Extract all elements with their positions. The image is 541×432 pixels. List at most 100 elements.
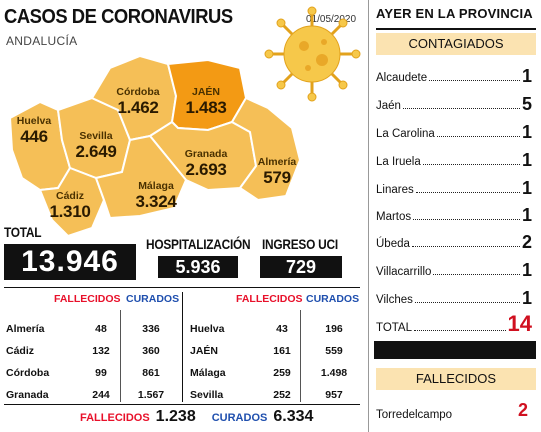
table-row: Málaga 259 1.498 [190, 362, 360, 384]
prov-name-malaga: Málaga [138, 180, 174, 192]
table-row: JAÉN 161 559 [190, 340, 360, 362]
item-name: La Carolina [376, 128, 435, 140]
map-malaga [94, 134, 188, 220]
row-fallecidos: 244 [92, 389, 110, 401]
list-item: Vilches 1 [376, 288, 532, 308]
list-item: Villacarrillo 1 [376, 260, 532, 280]
list-item: Alcaudete 1 [376, 66, 532, 86]
prov-value-cadiz: 1.310 [49, 202, 91, 221]
prov-value-sevilla: 2.649 [75, 142, 117, 161]
row-fallecidos: 161 [273, 345, 291, 357]
footer-curados-label: CURADOS [211, 412, 268, 424]
row-province: Sevilla [190, 389, 224, 401]
andalucia-map [8, 54, 302, 238]
item-value: 1 [521, 205, 532, 225]
row-curados: 559 [325, 345, 343, 357]
row-curados: 1.498 [320, 367, 348, 379]
row-curados: 861 [142, 367, 160, 379]
row-curados: 360 [142, 345, 160, 357]
list-item: La Iruela 1 [376, 150, 532, 170]
footer-curados-total: 6.334 [273, 408, 314, 425]
row-fallecidos: 259 [273, 367, 291, 379]
list-item: Martos 1 [376, 205, 532, 225]
item-name: Linares [376, 184, 414, 196]
prov-name-almeria: Almería [257, 156, 297, 168]
item-name: Martos [376, 211, 412, 223]
prov-value-almeria: 579 [263, 168, 291, 187]
prov-value-jaen: 1.483 [185, 98, 227, 117]
table-row: Almería 48 336 [6, 318, 176, 340]
right-fallecidos-header: FALLECIDOS [236, 293, 303, 305]
panel-total-value: 14 [507, 311, 532, 336]
row-fallecidos: 48 [95, 323, 107, 335]
row-curados: 957 [325, 389, 343, 401]
prov-name-sevilla: Sevilla [79, 130, 113, 142]
item-value: 1 [521, 122, 532, 142]
prov-value-huelva: 446 [20, 127, 48, 146]
item-name: Úbeda [376, 238, 410, 250]
left-fallecidos-header: FALLECIDOS [54, 293, 121, 305]
row-fallecidos: 43 [276, 323, 288, 335]
virus-icon [264, 6, 361, 102]
prov-name-granada: Granada [184, 148, 228, 160]
item-value: 2 [521, 232, 532, 252]
prov-name-huelva: Huelva [16, 115, 52, 127]
row-curados: 1.567 [137, 389, 165, 401]
hospitalizacion-value: 5.936 [158, 256, 238, 278]
prov-name-jaen: JAÉN [191, 86, 220, 98]
table-row: Sevilla 252 957 [190, 384, 360, 406]
total-value: 13.946 [4, 244, 136, 280]
item-value: 1 [521, 150, 532, 170]
prov-name-cordoba: Córdoba [116, 86, 160, 98]
footer-fallecidos-label: FALLECIDOS [80, 412, 150, 424]
item-value: 5 [521, 94, 532, 114]
row-fallecidos: 132 [92, 345, 110, 357]
list-item: Úbeda 2 [376, 232, 532, 252]
footer-fallecidos-total: 1.238 [155, 408, 196, 425]
prov-value-malaga: 3.324 [135, 192, 177, 211]
row-fallecidos: 252 [273, 389, 291, 401]
item-name: Jaén [376, 100, 401, 112]
prov-value-granada: 2.693 [185, 160, 227, 179]
list-item: Torredelcampo 2 [376, 400, 532, 421]
prov-value-cordoba: 1.462 [117, 98, 159, 117]
row-province: Huelva [190, 323, 225, 335]
uci-label: INGRESO UCI [262, 236, 338, 252]
panel-total: TOTAL 14 [376, 311, 532, 336]
fallecidos-header: FALLECIDOS [376, 368, 536, 390]
row-province: Cádiz [6, 345, 35, 357]
item-value: 1 [521, 66, 532, 86]
item-value: 1 [521, 288, 532, 308]
panel-title: AYER EN LA PROVINCIA [376, 6, 533, 21]
list-item: La Carolina 1 [376, 122, 532, 142]
list-item: Jaén 5 [376, 94, 532, 114]
table-row: Granada 244 1.567 [6, 384, 176, 406]
table-row: Huelva 43 196 [190, 318, 360, 340]
hospitalizacion-label: HOSPITALIZACIÓN [146, 236, 251, 252]
row-curados: 196 [325, 323, 343, 335]
map-almeria [230, 96, 302, 202]
row-province: Granada [6, 389, 49, 401]
row-province: Almería [6, 323, 45, 335]
table-row: Córdoba 99 861 [6, 362, 176, 384]
list-item: Linares 1 [376, 179, 532, 197]
left-curados-header: CURADOS [126, 293, 180, 305]
map-date: 01/05/2020 [306, 14, 357, 25]
map-region: ANDALUCÍA [6, 34, 78, 48]
table-row: Cádiz 132 360 [6, 340, 176, 362]
item-value: 2 [517, 400, 528, 420]
panel-divider [374, 341, 536, 359]
item-value: 1 [521, 260, 532, 280]
right-curados-header: CURADOS [306, 293, 360, 305]
item-name: Torredelcampo [376, 409, 453, 421]
item-name: Villacarrillo [376, 266, 432, 278]
contagiados-header: CONTAGIADOS [376, 33, 536, 55]
item-name: Vilches [376, 294, 413, 306]
item-name: La Iruela [376, 156, 421, 168]
prov-name-cadiz: Cádiz [55, 190, 84, 202]
panel-total-label: TOTAL [376, 322, 412, 334]
row-province: JAÉN [190, 345, 219, 357]
row-fallecidos: 99 [95, 367, 107, 379]
total-label: TOTAL [4, 224, 42, 240]
map-title: CASOS DE CORONAVIRUS [4, 6, 233, 28]
